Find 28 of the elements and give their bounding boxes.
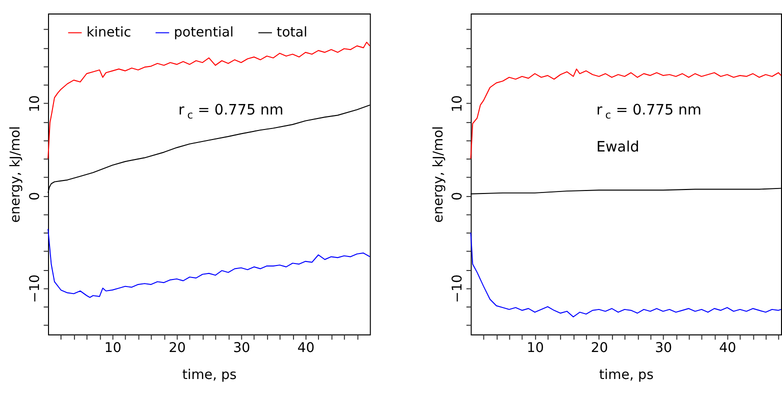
y-tick-label: 0 (28, 192, 43, 200)
y-tick-label: −10 (28, 274, 43, 303)
x-tick-label: 40 (297, 341, 315, 356)
y-tick-label: −10 (450, 274, 466, 303)
x-tick-label: 40 (719, 341, 736, 356)
line-series (470, 232, 782, 318)
legend-label: kinetic (86, 26, 132, 41)
annotation: rc = 0.775 nm (178, 102, 284, 122)
x-tick-label: 20 (590, 341, 608, 356)
y-axis-title: energy, kJ/mol (431, 126, 446, 223)
line-series (48, 42, 370, 160)
legend-label: potential (174, 26, 234, 41)
annotation: Ewald (596, 139, 640, 156)
line-series (470, 68, 782, 160)
x-tick-label: 10 (526, 341, 544, 356)
x-tick-label: 20 (168, 341, 186, 356)
y-tick-label: 10 (28, 95, 43, 112)
line-series (48, 228, 370, 298)
x-tick-label: 10 (104, 341, 122, 356)
legend-label: total (276, 26, 308, 41)
x-tick-label: 30 (233, 341, 250, 356)
y-tick-label: 10 (450, 95, 466, 112)
y-tick-label: 0 (450, 192, 466, 200)
annotation: rc = 0.775 nm (596, 102, 702, 122)
y-axis-title: energy, kJ/mol (8, 126, 24, 223)
x-axis-title: time, ps (182, 368, 237, 384)
x-axis-title: time, ps (599, 368, 654, 384)
x-tick-label: 30 (655, 341, 672, 356)
